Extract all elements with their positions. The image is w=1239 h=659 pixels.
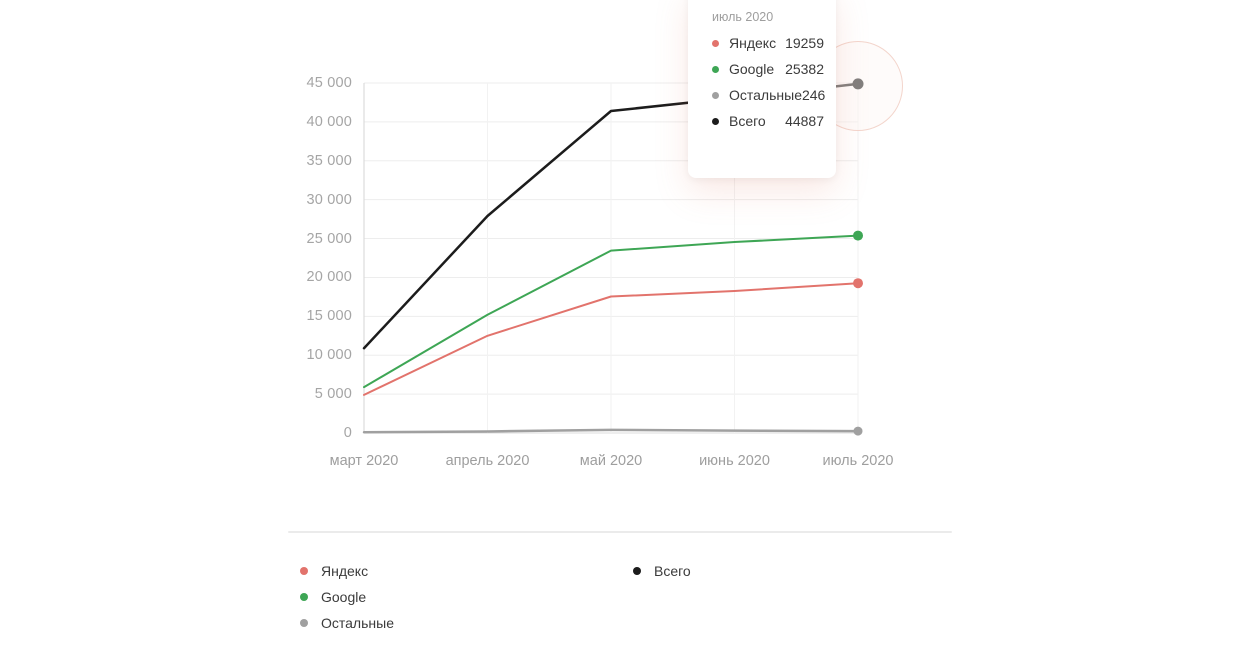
tooltip-row: Google 25382 <box>712 60 824 78</box>
x-tick-label: май 2020 <box>579 453 643 469</box>
legend-item-label: Всего <box>654 563 691 579</box>
tooltip-series-label: Google <box>729 61 775 77</box>
y-tick-label: 10 000 <box>306 347 352 364</box>
series-color-dot-icon <box>633 567 641 575</box>
series-line-1 <box>363 234 859 389</box>
series-color-dot-icon <box>712 65 719 73</box>
y-tick-label: 15 000 <box>306 308 352 325</box>
y-tick-label: 5 000 <box>314 386 352 403</box>
tooltip-series-label: Всего <box>729 113 766 129</box>
series-color-dot-icon <box>712 91 719 99</box>
series-line-2 <box>362 428 860 434</box>
legend-item-0[interactable]: Яндекс <box>300 563 394 579</box>
series-color-dot-icon <box>712 39 719 47</box>
series-end-point-1[interactable] <box>853 230 863 241</box>
tooltip-row: Остальные 246 <box>712 86 826 104</box>
legend-column: Яндекс Google Остальные <box>300 563 394 631</box>
series-line-0 <box>363 282 859 396</box>
tooltip-date-title: июль 2020 <box>712 10 774 24</box>
legend-item-label: Google <box>321 589 367 605</box>
legend-item-label: Яндекс <box>321 563 369 579</box>
tooltip-series-label: Остальные <box>729 87 802 103</box>
y-tick-label: 25 000 <box>306 230 352 247</box>
y-tick-label: 30 000 <box>306 191 352 208</box>
series-end-point-0[interactable] <box>853 278 863 289</box>
tooltip-series-value: 19259 <box>785 35 824 51</box>
y-tick-label: 20 000 <box>306 269 352 286</box>
tooltip-series-value: 44887 <box>785 113 824 129</box>
x-tick-label: июль 2020 <box>822 453 894 469</box>
x-tick-label: апрель 2020 <box>445 453 530 469</box>
legend-column: Всего <box>633 563 691 579</box>
chart-tooltip: июль 2020 Яндекс 19259 Google 25382 Остальны… <box>688 0 836 178</box>
y-tick-label: 35 000 <box>306 152 352 169</box>
series-color-dot-icon <box>712 117 719 125</box>
series-end-point-2[interactable] <box>853 426 863 436</box>
tooltip-row: Яндекс 19259 <box>712 34 824 52</box>
series-color-dot-icon <box>300 593 308 601</box>
x-tick-label: март 2020 <box>329 453 399 469</box>
tooltip-series-label: Яндекс <box>729 35 777 51</box>
tooltip-series-value: 25382 <box>785 61 824 77</box>
y-tick-label: 0 <box>343 425 352 441</box>
y-tick-label: 45 000 <box>306 75 352 91</box>
legend-item-2[interactable]: Остальные <box>300 615 394 631</box>
tooltip-row: Всего 44887 <box>712 112 824 130</box>
legend-item-label: Остальные <box>321 615 394 631</box>
legend-item-1[interactable]: Google <box>300 589 394 605</box>
y-tick-label: 40 000 <box>306 113 352 130</box>
tooltip-rows: Яндекс 19259 Google 25382 Остальные 246 Всего 4… <box>712 34 826 130</box>
x-tick-label: июнь 2020 <box>699 453 770 469</box>
tooltip-series-value: 246 <box>801 87 826 103</box>
legend-divider <box>288 531 952 533</box>
series-color-dot-icon <box>300 567 308 575</box>
legend-item-3[interactable]: Всего <box>633 563 691 579</box>
series-color-dot-icon <box>300 619 308 627</box>
